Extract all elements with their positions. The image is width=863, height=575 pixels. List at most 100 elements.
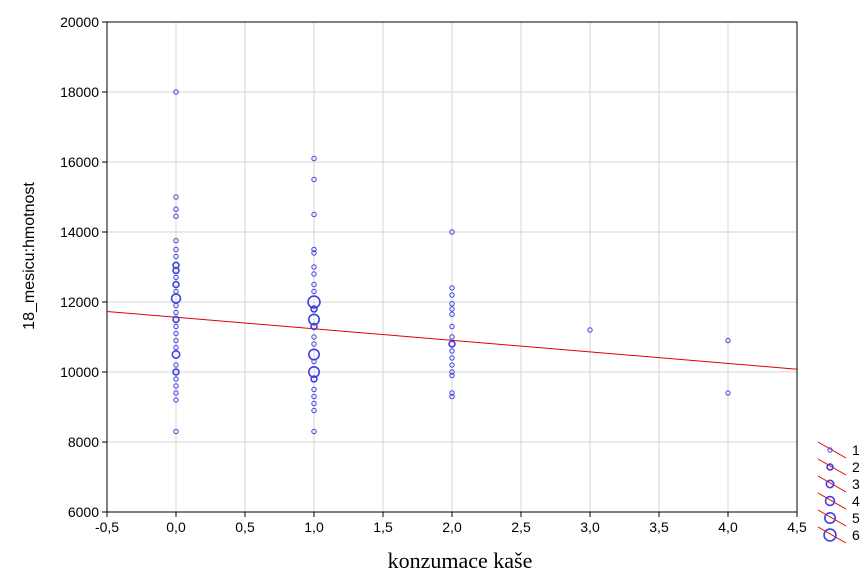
data-point [173,390,179,396]
data-point [311,407,317,414]
data-point [311,211,317,218]
legend-label: 3 [852,476,860,492]
data-point [173,238,179,244]
legend-line-swatch [817,475,847,493]
x-axis-label: konzumace kaše [388,548,533,573]
data-point [311,288,317,295]
data-point [311,386,317,393]
data-point [311,281,317,288]
data-point [449,362,455,368]
data-point [311,176,317,183]
data-point [311,264,317,270]
y-tick-label: 10000 [60,364,99,380]
y-tick-label: 12000 [60,294,99,310]
data-point [173,383,179,389]
data-point [449,292,455,298]
legend-marker [823,528,837,542]
data-point [449,372,455,379]
legend-line-swatch [817,458,847,476]
data-point [310,375,318,383]
data-point [310,322,318,331]
legend-marker [827,447,833,453]
data-point [725,390,731,396]
data-point [449,323,455,330]
legend-label: 2 [852,459,860,475]
data-point [449,390,455,396]
data-point [171,349,181,359]
data-point [173,362,179,368]
data-point [311,250,317,256]
data-point [311,428,317,435]
data-point [172,315,180,324]
data-point [172,266,180,275]
x-tick-label: 1,0 [304,519,324,535]
data-point [449,306,455,312]
data-point [173,274,179,281]
data-point [311,393,317,400]
data-point [587,327,593,333]
data-point [173,253,179,260]
data-point [173,428,179,435]
data-point [307,313,320,326]
data-point [311,271,317,277]
data-point [311,341,317,347]
data-point [173,89,179,95]
y-axis-tick-labels: 6000 8000 10000 12000 14000 16000 18000 20000 [60,14,99,520]
x-tick-label: 0,0 [166,519,186,535]
data-point [449,285,455,291]
data-point [311,334,317,340]
data-point [172,368,180,376]
x-tick-label: 0,5 [235,519,255,535]
legend-line-swatch [817,492,847,510]
data-point [449,301,455,307]
data-point [448,340,456,348]
data-points [170,89,731,435]
data-point [449,229,455,235]
legend-marker [826,463,834,471]
data-point [449,348,455,354]
data-point [449,311,455,317]
y-tick-label: 8000 [68,434,99,450]
grid-lines [107,22,797,512]
y-tick-label: 20000 [60,14,99,30]
data-point [173,309,179,316]
data-point [173,330,179,337]
data-point [172,280,180,289]
legend-label: 6 [852,527,860,543]
data-point [725,337,731,344]
data-point [173,194,179,200]
data-point [173,302,179,309]
x-tick-label: 1,5 [373,519,393,535]
data-point [173,213,179,219]
y-tick-label: 16000 [60,154,99,170]
data-point [449,334,455,340]
x-tick-label: -0,5 [95,519,119,535]
x-tick-label: 2,5 [511,519,531,535]
y-tick-label: 14000 [60,224,99,240]
data-point [173,376,179,382]
data-point [173,323,179,330]
legend-label: 4 [852,493,860,509]
legend-label: 5 [852,510,860,526]
data-point [173,397,179,403]
legend-line-swatch [817,509,847,527]
data-point [311,155,317,162]
data-point [307,365,320,378]
data-point [449,369,455,375]
legend-label: 1 [852,442,860,458]
axis-ticks [102,21,798,517]
data-point [173,337,179,344]
data-point [449,355,455,361]
x-tick-label: 2,0 [442,519,462,535]
data-point [311,400,317,407]
legend-marker [825,479,835,489]
y-tick-label: 6000 [68,504,99,520]
data-point [173,344,179,351]
legend-marker [824,495,836,507]
legend-line-swatch [817,526,847,544]
legend-marker [823,511,836,524]
y-axis-label: 18_mesicu:hmotnost [21,182,38,330]
x-tick-label: 4,5 [787,519,807,535]
